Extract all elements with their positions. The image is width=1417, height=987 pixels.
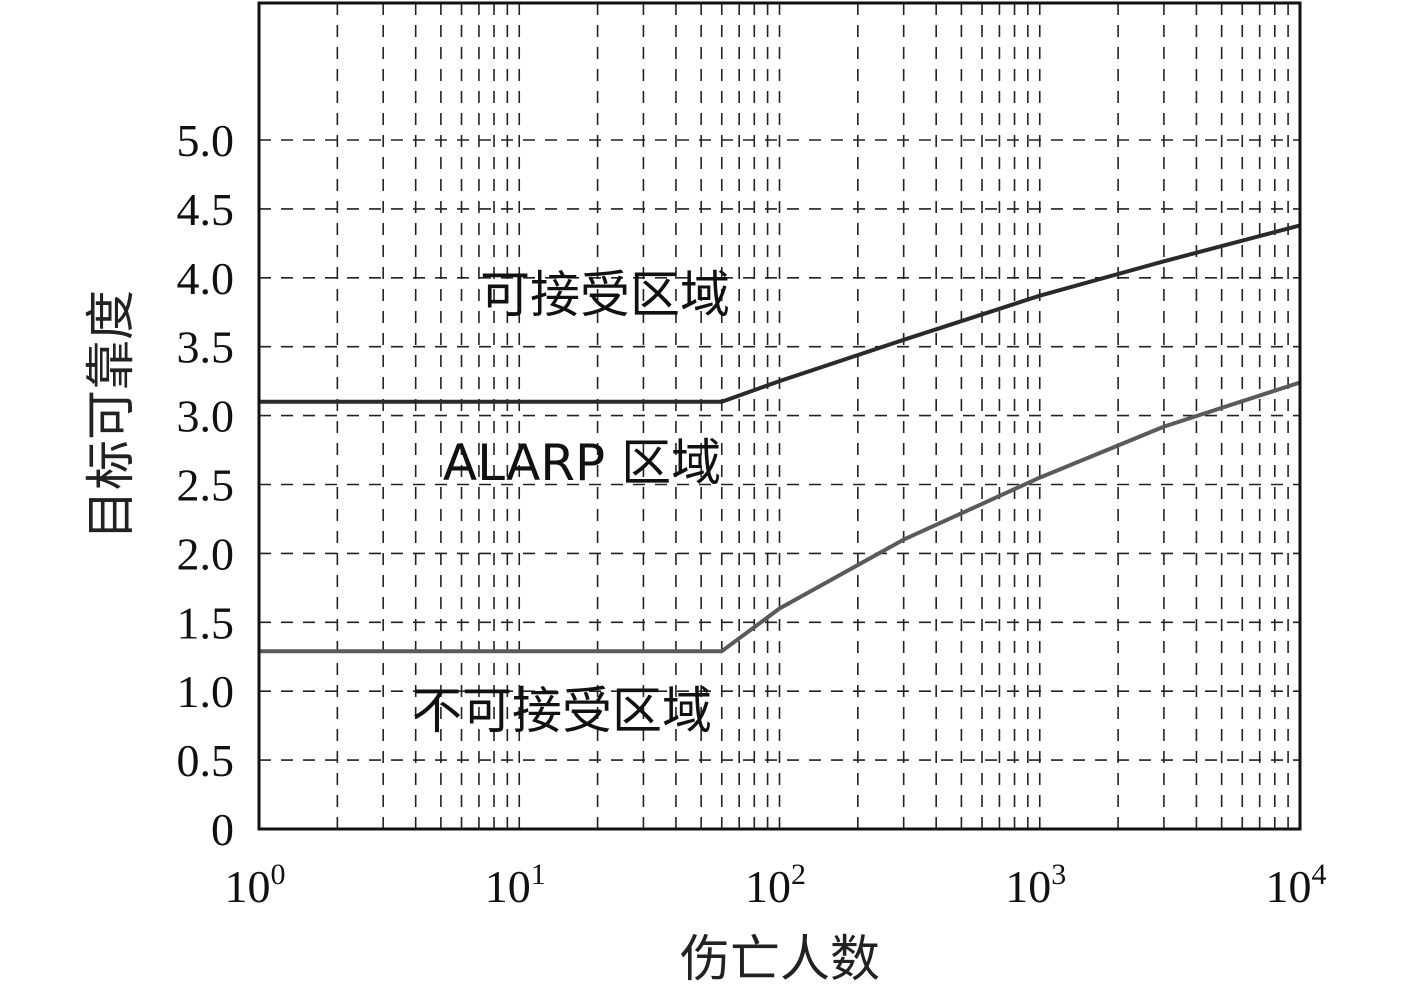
x-tick-label: 100 xyxy=(225,858,286,912)
y-tick-label: 0.5 xyxy=(177,735,235,786)
series-line-2 xyxy=(259,380,1301,654)
series-lines xyxy=(259,223,1301,654)
y-tick-label: 4.0 xyxy=(177,253,235,304)
y-tick-labels: 0 0.5 1.0 1.5 2.0 2.5 3.0 3.5 4.0 4.5 5.0 xyxy=(177,115,235,855)
x-tick-label: 102 xyxy=(745,858,806,912)
y-tick-label: 1.5 xyxy=(177,597,235,648)
region-label: 不可接受区域 xyxy=(412,682,712,740)
y-tick-label: 3.0 xyxy=(177,391,235,442)
x-tick-label: 103 xyxy=(1005,858,1066,912)
y-tick-label: 0 xyxy=(211,804,234,855)
x-axis-title: 伤亡人数 xyxy=(680,930,880,987)
y-tick-label: 4.5 xyxy=(177,184,235,235)
x-tick-labels: 100 101 102 103 104 xyxy=(225,858,1327,912)
series-line-1 xyxy=(259,223,1301,404)
y-tick-label: 2.5 xyxy=(177,460,235,511)
plot-frame xyxy=(257,1,1302,831)
y-tick-label: 1.0 xyxy=(177,666,235,717)
y-tick-label: 3.5 xyxy=(177,322,235,373)
region-label: 可接受区域 xyxy=(480,266,730,324)
y-tick-label: 2.0 xyxy=(177,528,235,579)
x-tick-label: 104 xyxy=(1266,858,1327,912)
region-label: ALARP 区域 xyxy=(443,434,721,492)
x-tick-label: 101 xyxy=(485,858,546,912)
y-tick-label: 5.0 xyxy=(177,115,235,166)
y-axis-title: 目标可靠度 xyxy=(82,290,140,540)
grid-lines xyxy=(259,3,1300,829)
